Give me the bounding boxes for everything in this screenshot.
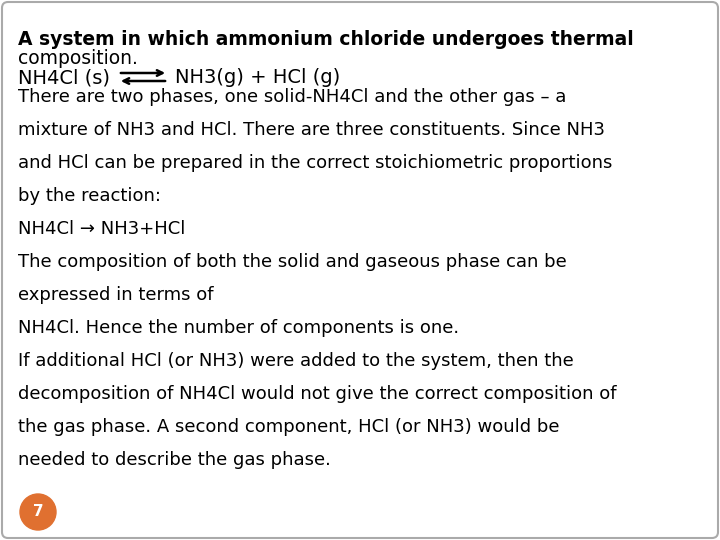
- Text: and HCl can be prepared in the correct stoichiometric proportions: and HCl can be prepared in the correct s…: [18, 154, 613, 172]
- Text: There are two phases, one solid-NH4Cl and the other gas – a: There are two phases, one solid-NH4Cl an…: [18, 88, 567, 106]
- Text: composition.: composition.: [18, 49, 138, 68]
- Text: If additional HCl (or NH3) were added to the system, then the: If additional HCl (or NH3) were added to…: [18, 352, 574, 370]
- Text: NH4Cl. Hence the number of components is one.: NH4Cl. Hence the number of components is…: [18, 319, 459, 337]
- Text: The composition of both the solid and gaseous phase can be: The composition of both the solid and ga…: [18, 253, 567, 271]
- Text: decomposition of NH4Cl would not give the correct composition of: decomposition of NH4Cl would not give th…: [18, 385, 616, 403]
- Text: 7: 7: [32, 504, 43, 519]
- Text: NH4Cl → NH3+HCl: NH4Cl → NH3+HCl: [18, 220, 185, 238]
- Text: NH4Cl (s): NH4Cl (s): [18, 68, 110, 87]
- Text: mixture of NH3 and HCl. There are three constituents. Since NH3: mixture of NH3 and HCl. There are three …: [18, 121, 605, 139]
- Text: by the reaction:: by the reaction:: [18, 187, 161, 205]
- Text: A system in which ammonium chloride undergoes thermal: A system in which ammonium chloride unde…: [18, 30, 634, 49]
- Text: needed to describe the gas phase.: needed to describe the gas phase.: [18, 451, 331, 469]
- Text: expressed in terms of: expressed in terms of: [18, 286, 214, 304]
- Text: NH3(g) + HCl (g): NH3(g) + HCl (g): [175, 68, 341, 87]
- Text: the gas phase. A second component, HCl (or NH3) would be: the gas phase. A second component, HCl (…: [18, 418, 559, 436]
- Circle shape: [20, 494, 56, 530]
